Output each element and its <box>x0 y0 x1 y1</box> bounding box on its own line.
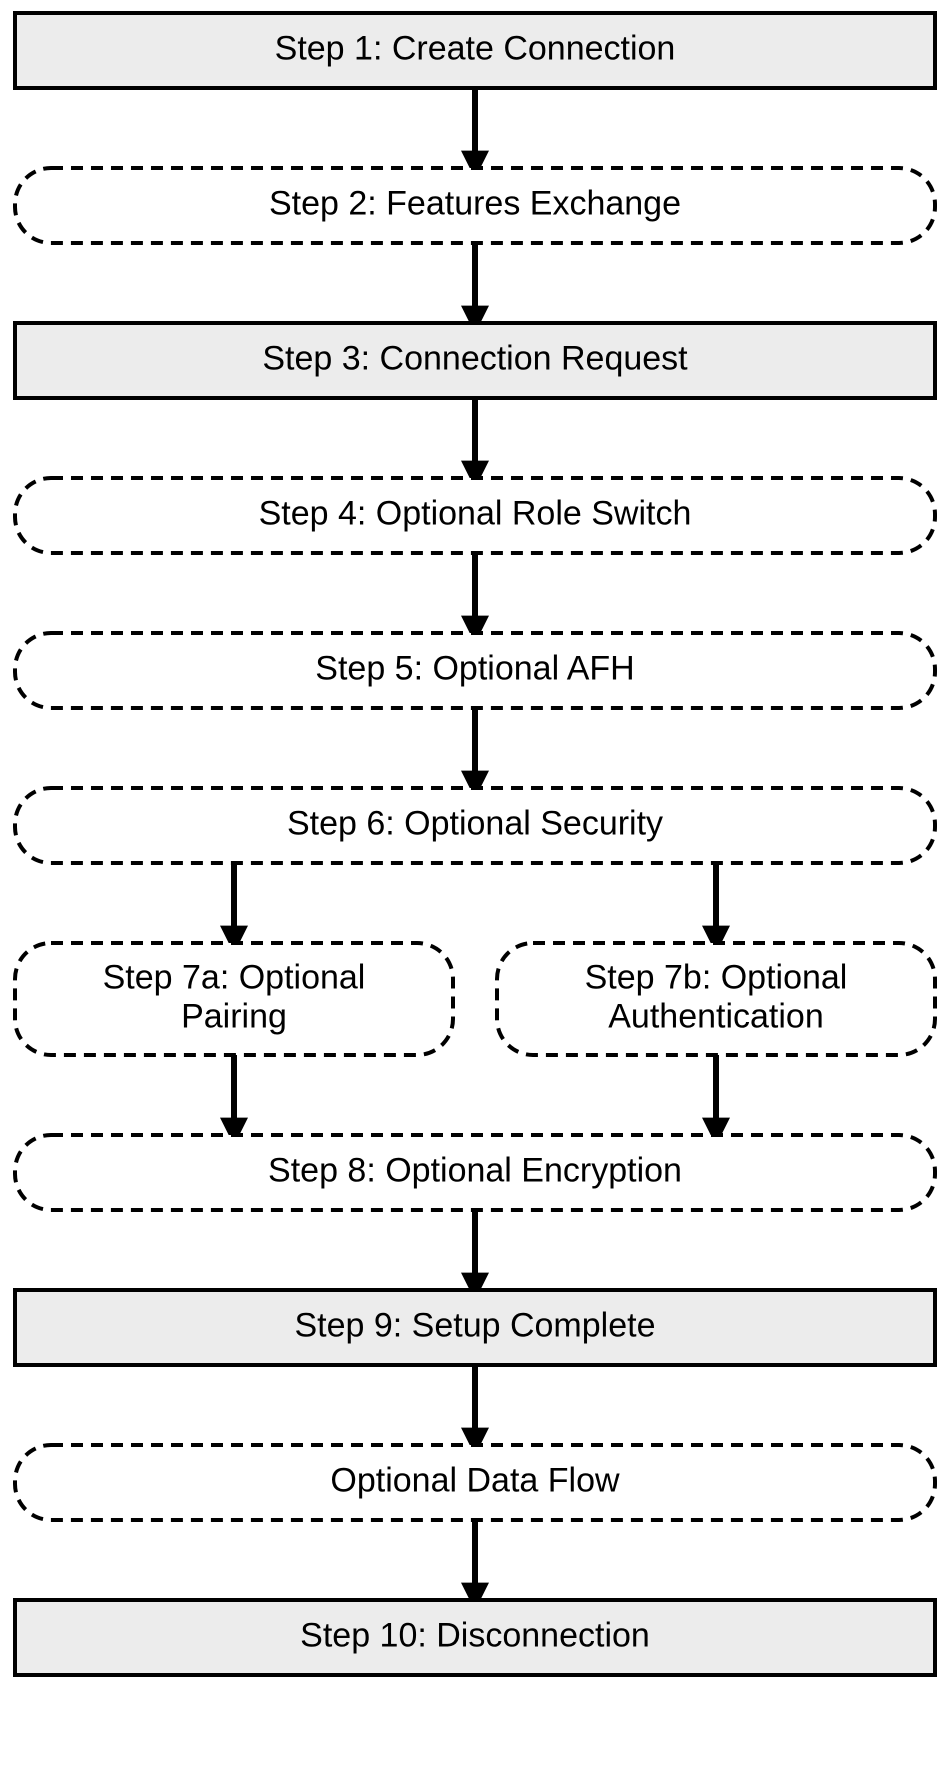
flow-node-label: Optional Data Flow <box>330 1461 620 1499</box>
flow-node-n4: Step 4: Optional Role Switch <box>15 478 935 553</box>
flow-node-label: Step 4: Optional Role Switch <box>259 494 692 532</box>
flow-node-n3: Step 3: Connection Request <box>15 323 935 398</box>
flowchart-canvas: Step 1: Create Connection Step 2: Feature… <box>0 0 950 1777</box>
flow-node-label: Step 10: Disconnection <box>300 1616 650 1654</box>
flow-node-label: Step 3: Connection Request <box>262 339 688 377</box>
flow-node-n1: Step 1: Create Connection <box>15 13 935 88</box>
flow-node-n6: Step 6: Optional Security <box>15 788 935 863</box>
flow-node-label: Step 7a: Optional <box>103 958 366 996</box>
flow-node-label: Step 5: Optional AFH <box>315 649 634 687</box>
flow-node-n10: Optional Data Flow <box>15 1445 935 1520</box>
flow-node-label: Pairing <box>181 998 287 1036</box>
flow-node-label: Step 8: Optional Encryption <box>268 1151 682 1189</box>
flow-node-label: Step 2: Features Exchange <box>269 184 681 222</box>
flow-node-label: Step 7b: Optional <box>585 958 848 996</box>
flow-node-n7a: Step 7a: OptionalPairing <box>15 943 453 1055</box>
flow-node-n7b: Step 7b: OptionalAuthentication <box>497 943 935 1055</box>
flow-node-n11: Step 10: Disconnection <box>15 1600 935 1675</box>
flow-node-n8: Step 8: Optional Encryption <box>15 1135 935 1210</box>
flow-node-label: Step 9: Setup Complete <box>294 1306 655 1344</box>
flow-node-label: Step 1: Create Connection <box>275 29 676 67</box>
flow-node-n9: Step 9: Setup Complete <box>15 1290 935 1365</box>
flow-node-n5: Step 5: Optional AFH <box>15 633 935 708</box>
flow-node-label: Authentication <box>608 998 824 1036</box>
flow-node-label: Step 6: Optional Security <box>287 804 663 842</box>
flow-node-n2: Step 2: Features Exchange <box>15 168 935 243</box>
